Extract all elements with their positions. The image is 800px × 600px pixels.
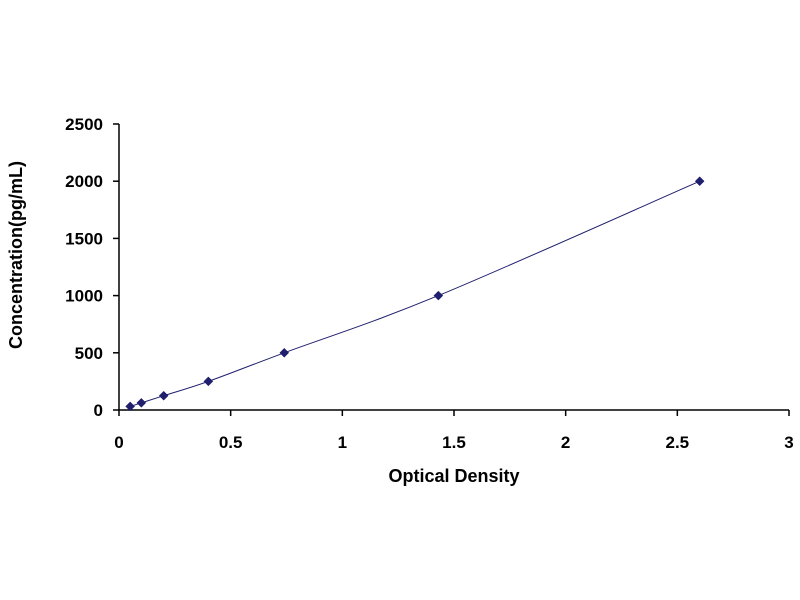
x-tick-label: 1.5 <box>442 433 466 452</box>
data-point-marker <box>694 176 705 187</box>
y-tick-label: 0 <box>94 401 103 420</box>
x-axis-ticks: 0 0.5 1 1.5 2 2.5 3 <box>114 410 794 452</box>
x-tick-label: 3 <box>784 433 793 452</box>
data-point-marker <box>136 397 147 408</box>
y-axis-ticks: 0 500 1000 1500 2000 2500 <box>65 115 119 420</box>
x-tick-label: 0 <box>114 433 123 452</box>
y-tick-label: 1000 <box>65 287 103 306</box>
x-tick-label: 0.5 <box>219 433 243 452</box>
y-tick-label: 2000 <box>65 172 103 191</box>
x-tick-label: 2 <box>561 433 570 452</box>
y-tick-label: 2500 <box>65 115 103 134</box>
data-point-marker <box>279 347 290 358</box>
data-point-marker <box>125 401 136 412</box>
series-group <box>125 176 705 412</box>
x-axis-title: Optical Density <box>388 466 519 486</box>
y-axis-title: Concentration(pg/mL) <box>6 161 26 349</box>
y-tick-label: 500 <box>75 344 103 363</box>
axes <box>118 124 789 411</box>
y-tick-label: 1500 <box>65 229 103 248</box>
data-point-marker <box>433 290 444 301</box>
x-tick-label: 1 <box>338 433 347 452</box>
data-point-marker <box>158 390 169 401</box>
data-point-marker <box>203 376 214 387</box>
x-tick-label: 2.5 <box>666 433 690 452</box>
series-line <box>130 180 700 407</box>
